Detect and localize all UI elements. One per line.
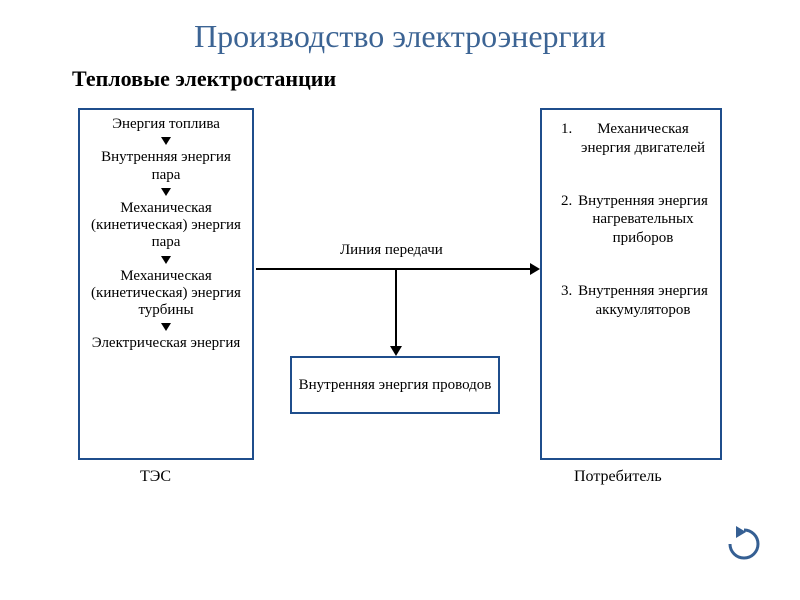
stage-arrow-icon	[161, 256, 171, 264]
consumer-list: Механическая энергия двигателей Внутренн…	[554, 120, 710, 319]
losses-box: Внутренняя энергия проводов	[290, 356, 500, 414]
page-subtitle: Тепловые электростанции	[72, 66, 336, 92]
stage-5: Электрическая энергия	[88, 335, 244, 352]
stage-3: Механическая (кинетическая) энергия пара	[88, 200, 244, 252]
connector-vertical	[395, 268, 397, 348]
transmission-line-label: Линия передачи	[340, 242, 443, 259]
source-box: Энергия топлива Внутренняя энергия пара …	[78, 108, 254, 460]
consumer-item-3: Внутренняя энергия аккумуляторов	[576, 282, 710, 320]
consumer-caption: Потребитель	[574, 468, 662, 486]
arrow-down-icon	[390, 346, 402, 356]
stage-arrow-icon	[161, 137, 171, 145]
losses-label: Внутренняя энергия проводов	[299, 376, 492, 394]
source-caption: ТЭС	[140, 468, 171, 486]
stage-4: Механическая (кинетическая) энергия турб…	[88, 268, 244, 320]
arrow-right-icon	[530, 263, 540, 275]
page-title: Производство электроэнергии	[0, 18, 800, 55]
stage-arrow-icon	[161, 323, 171, 331]
consumer-item-2: Внутренняя энергия нагревательных прибор…	[576, 192, 710, 248]
connector-horizontal	[256, 268, 538, 270]
consumer-item-1: Механическая энергия двигателей	[576, 120, 710, 158]
stage-arrow-icon	[161, 188, 171, 196]
return-icon[interactable]	[722, 522, 766, 566]
consumer-box: Механическая энергия двигателей Внутренн…	[540, 108, 722, 460]
stage-2: Внутренняя энергия пара	[88, 149, 244, 184]
stage-1: Энергия топлива	[88, 116, 244, 133]
